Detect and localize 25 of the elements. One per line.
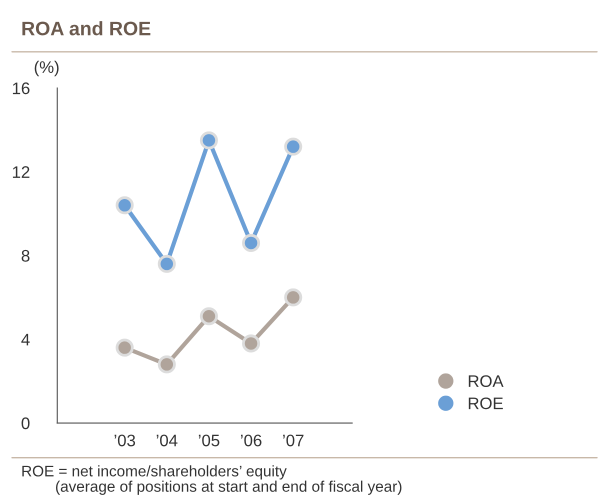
y-tick-label: 8 [22,250,30,262]
x-tick-label: ’06 [240,434,262,446]
point [200,307,218,326]
point [116,196,134,214]
y-axis-title: (%) [34,60,59,76]
x-tick-label: ’03 [114,434,136,446]
y-tick-label: 12 [12,166,30,178]
chart-title: ROA and ROE [22,21,150,36]
point [242,234,260,252]
y-tick-label: 16 [12,82,30,94]
x-tick-label: ’04 [156,434,178,446]
y-tick-label: 0 [22,417,30,430]
point [158,254,176,273]
point [158,355,176,374]
legend-label: ROA [468,375,504,388]
point [116,338,134,357]
point [200,131,218,150]
text: ROE = net income/shareholders’ equity (average of positions at start and end of fiscal year) [22,465,402,495]
x-tick-label: ’07 [283,434,304,446]
legend-label: ROE [468,397,503,410]
y-tick-label: 4 [21,334,30,346]
x-tick-label: ’05 [198,434,220,446]
point [242,334,260,352]
point [284,138,302,156]
point [284,288,302,306]
